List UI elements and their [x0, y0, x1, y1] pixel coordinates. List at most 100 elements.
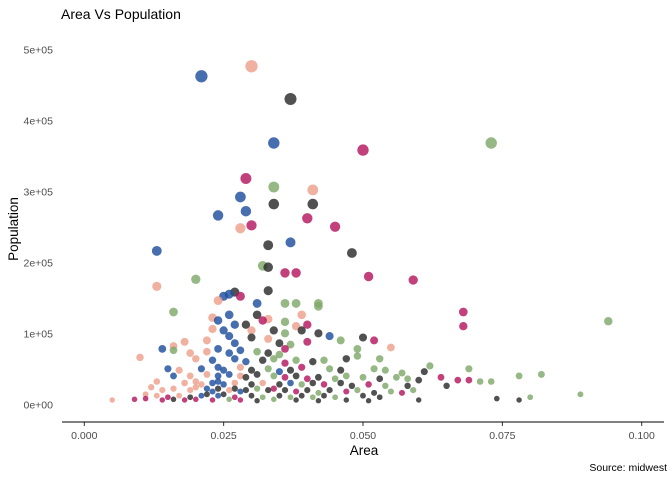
- y-axis-title: Population: [6, 197, 21, 261]
- data-point: [276, 392, 283, 399]
- data-point: [245, 60, 258, 73]
- data-point: [175, 366, 183, 374]
- data-point: [315, 373, 322, 381]
- data-point: [213, 316, 223, 325]
- x-tick-label: 0.075: [489, 430, 515, 442]
- data-point: [208, 356, 217, 364]
- data-point: [198, 381, 205, 388]
- data-point: [516, 397, 522, 403]
- data-point: [343, 397, 350, 403]
- data-point: [353, 345, 362, 353]
- data-point: [293, 388, 300, 395]
- data-point: [212, 210, 224, 221]
- data-point: [231, 394, 238, 401]
- data-point: [203, 347, 211, 356]
- chart-title: Area Vs Population: [61, 6, 181, 22]
- data-point: [236, 363, 244, 371]
- data-point: [269, 326, 278, 335]
- data-point: [370, 336, 379, 345]
- data-point: [275, 339, 284, 348]
- data-point: [191, 274, 201, 284]
- data-point: [219, 326, 228, 335]
- data-point: [604, 316, 613, 326]
- data-point: [376, 375, 384, 383]
- data-point: [109, 397, 115, 403]
- data-point: [209, 397, 216, 403]
- data-point: [195, 70, 208, 83]
- data-point: [485, 137, 497, 149]
- data-point: [359, 373, 367, 381]
- data-point: [286, 366, 295, 374]
- data-point: [268, 181, 280, 193]
- data-point: [515, 372, 523, 380]
- data-point: [291, 298, 301, 308]
- data-point: [230, 320, 239, 329]
- data-point: [153, 392, 160, 399]
- data-point: [365, 381, 372, 388]
- data-point: [298, 363, 306, 371]
- data-point: [398, 389, 406, 396]
- data-point: [291, 268, 301, 278]
- data-point: [235, 291, 245, 301]
- data-point: [169, 307, 178, 317]
- data-point: [281, 345, 289, 353]
- data-point: [426, 362, 434, 370]
- data-point: [371, 389, 378, 396]
- y-tick-label: 4e+05: [24, 115, 54, 127]
- data-point: [259, 394, 266, 401]
- y-axis: 0e+00 1e+05 2e+05 3e+05 4e+05 5e+05: [24, 44, 54, 411]
- data-point: [247, 333, 256, 342]
- data-point: [303, 320, 312, 329]
- data-point: [148, 384, 155, 391]
- data-point: [387, 388, 394, 395]
- data-point: [280, 298, 290, 308]
- data-point: [263, 262, 273, 272]
- data-point: [326, 365, 334, 373]
- data-point: [376, 394, 383, 401]
- data-point: [253, 347, 261, 356]
- data-point: [302, 213, 313, 224]
- data-point: [231, 385, 238, 392]
- data-point: [420, 368, 428, 376]
- data-point: [321, 392, 327, 399]
- data-point: [248, 381, 255, 388]
- data-point: [253, 370, 261, 378]
- data-point: [226, 387, 233, 394]
- data-point: [465, 365, 473, 373]
- data-point: [270, 372, 278, 380]
- data-point: [187, 394, 194, 401]
- x-tick-label: 0.050: [350, 430, 376, 442]
- data-point: [297, 310, 307, 320]
- chart-caption: Source: midwest: [589, 462, 667, 474]
- data-point: [214, 378, 222, 385]
- data-point: [209, 379, 216, 387]
- data-point: [493, 395, 500, 402]
- data-point: [165, 394, 171, 401]
- data-point: [159, 387, 166, 394]
- data-point: [214, 363, 222, 371]
- data-point: [263, 240, 274, 251]
- data-point: [275, 368, 283, 376]
- data-point: [577, 391, 584, 398]
- data-point: [153, 378, 161, 385]
- data-point: [258, 316, 267, 325]
- data-point: [208, 324, 217, 334]
- data-point: [264, 349, 273, 357]
- data-point: [203, 391, 210, 398]
- y-tick-label: 3e+05: [24, 186, 54, 198]
- data-point: [458, 307, 468, 317]
- data-point: [298, 381, 305, 388]
- data-point: [151, 245, 162, 256]
- data-point: [198, 392, 205, 399]
- data-point: [365, 398, 372, 404]
- data-point: [246, 220, 257, 231]
- data-point: [527, 394, 534, 401]
- data-point: [329, 221, 341, 232]
- data-point: [443, 382, 450, 390]
- data-point: [225, 370, 233, 378]
- data-point: [170, 385, 177, 392]
- data-point: [332, 394, 338, 401]
- data-point: [176, 392, 183, 399]
- data-point: [187, 387, 194, 394]
